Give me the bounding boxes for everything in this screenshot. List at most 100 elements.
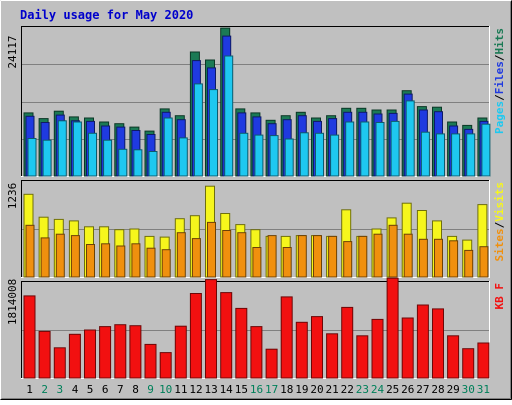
bar-sites-day-1 — [25, 224, 35, 278]
x-tick-label-day-1: 1 — [26, 383, 33, 396]
x-tick-label-day-15: 15 — [235, 383, 248, 396]
bar-pages-day-23 — [360, 121, 370, 177]
bar-kbytes-day-11 — [174, 325, 187, 379]
x-tick-label-day-26: 26 — [401, 383, 414, 396]
axis-max-label-visits-sites: 1236 — [6, 183, 19, 210]
x-axis-day-labels: 1 2 3 4 5 6 7 8 9 10 11 12 13 14 15 16 17 18 19 20 21 22 23 24 2… — [26, 383, 490, 396]
bar-kbytes-day-21 — [326, 333, 339, 379]
legend-entry: Files — [493, 61, 506, 94]
bar-sites-day-15 — [237, 232, 247, 278]
bar-pages-day-2 — [42, 139, 52, 177]
bar-sites-day-10 — [161, 249, 171, 278]
bar-sites-day-7 — [116, 245, 126, 278]
x-tick-label-day-7: 7 — [117, 383, 124, 396]
x-tick-label-day-29: 29 — [447, 383, 460, 396]
bar-kbytes-day-8 — [129, 325, 142, 379]
bar-kbytes-day-29 — [447, 335, 460, 379]
bar-sites-day-31 — [479, 246, 489, 278]
bar-pages-day-29 — [451, 133, 461, 177]
bar-pages-day-14 — [224, 55, 234, 177]
bar-pages-day-9 — [148, 151, 158, 177]
bar-kbytes-day-3 — [53, 347, 66, 379]
bar-pages-day-19 — [299, 132, 309, 177]
legend-entry: / — [493, 221, 506, 228]
axis-max-label-kbytes: 1814008 — [6, 279, 19, 325]
x-tick-label-day-2: 2 — [41, 383, 48, 396]
legend-entry: F — [493, 283, 506, 296]
bar-sites-day-13 — [207, 221, 216, 278]
bar-kbytes-day-15 — [235, 307, 248, 379]
bar-pages-day-21 — [330, 134, 340, 177]
bar-sites-day-12 — [191, 238, 201, 278]
bar-pages-day-6 — [103, 139, 113, 177]
bar-sites-day-11 — [176, 232, 186, 278]
bar-pages-day-5 — [88, 132, 97, 177]
bar-kbytes-day-9 — [144, 343, 157, 379]
legend-entry: / — [493, 54, 506, 61]
bar-pages-day-15 — [239, 132, 249, 177]
bar-pages-day-7 — [118, 148, 128, 177]
legend-entry: KB — [493, 296, 506, 310]
x-tick-label-day-27: 27 — [416, 383, 429, 396]
series-pages — [27, 55, 491, 177]
bar-kbytes-day-14 — [220, 292, 233, 379]
x-tick-label-day-4: 4 — [72, 383, 79, 396]
bar-sites-day-14 — [222, 230, 232, 278]
bar-sites-day-8 — [131, 243, 141, 278]
bar-sites-day-26 — [403, 233, 413, 278]
bar-kbytes-day-23 — [356, 335, 369, 379]
x-tick-label-day-31: 31 — [477, 383, 490, 396]
bar-pages-day-25 — [390, 120, 400, 177]
bar-pages-day-16 — [254, 134, 264, 177]
bar-kbytes-day-1 — [23, 295, 36, 379]
chart-title: Daily usage for May 2020 — [20, 8, 193, 22]
legend-entry: Hits — [493, 28, 506, 55]
x-tick-label-day-25: 25 — [386, 383, 399, 396]
x-tick-label-day-16: 16 — [250, 383, 263, 396]
bar-kbytes-day-7 — [114, 324, 127, 379]
bar-sites-day-27 — [418, 238, 428, 278]
x-tick-label-day-6: 6 — [102, 383, 109, 396]
bar-sites-day-16 — [252, 247, 262, 278]
bar-pages-day-27 — [420, 131, 430, 177]
bar-kbytes-day-17 — [265, 348, 278, 379]
bar-kbytes-day-10 — [159, 352, 172, 379]
bar-kbytes-day-2 — [38, 330, 51, 379]
bar-sites-day-28 — [434, 238, 443, 278]
bar-pages-day-24 — [375, 122, 385, 177]
bar-pages-day-13 — [209, 89, 218, 177]
bar-pages-day-26 — [405, 100, 415, 177]
bar-kbytes-day-24 — [371, 318, 384, 379]
x-tick-label-day-3: 3 — [56, 383, 63, 396]
bar-pages-day-11 — [178, 137, 188, 177]
bar-pages-day-31 — [481, 123, 491, 177]
x-tick-label-day-30: 30 — [462, 383, 475, 396]
x-tick-label-day-24: 24 — [371, 383, 385, 396]
bar-kbytes-day-19 — [295, 321, 308, 379]
bar-sites-day-4 — [70, 235, 80, 278]
x-tick-label-day-21: 21 — [325, 383, 338, 396]
bar-pages-day-30 — [466, 133, 476, 177]
x-tick-label-day-20: 20 — [310, 383, 323, 396]
bar-pages-day-22 — [345, 121, 355, 177]
x-tick-label-day-9: 9 — [147, 383, 154, 396]
chart-panels: 24117Pages/Files/Hits1236Sites/Visits181… — [6, 26, 506, 379]
bar-kbytes-day-26 — [401, 317, 414, 379]
bar-kbytes-day-22 — [341, 306, 354, 379]
bar-kbytes-day-18 — [280, 296, 293, 379]
bar-kbytes-day-13 — [205, 279, 217, 379]
bar-sites-day-21 — [328, 235, 338, 278]
x-tick-label-day-11: 11 — [174, 383, 187, 396]
bar-pages-day-10 — [163, 117, 173, 177]
x-tick-label-day-13: 13 — [204, 383, 217, 396]
bar-kbytes-day-28 — [432, 308, 444, 379]
x-tick-label-day-12: 12 — [189, 383, 202, 396]
bar-sites-day-18 — [282, 247, 292, 278]
bar-sites-day-19 — [297, 235, 307, 278]
bar-sites-day-24 — [373, 233, 383, 278]
x-tick-label-day-18: 18 — [280, 383, 293, 396]
legend-hits-files-pages: Pages/Files/Hits — [493, 28, 506, 134]
legend-visits-sites: Sites/Visits — [493, 182, 506, 262]
legend-entry: Visits — [493, 182, 506, 222]
